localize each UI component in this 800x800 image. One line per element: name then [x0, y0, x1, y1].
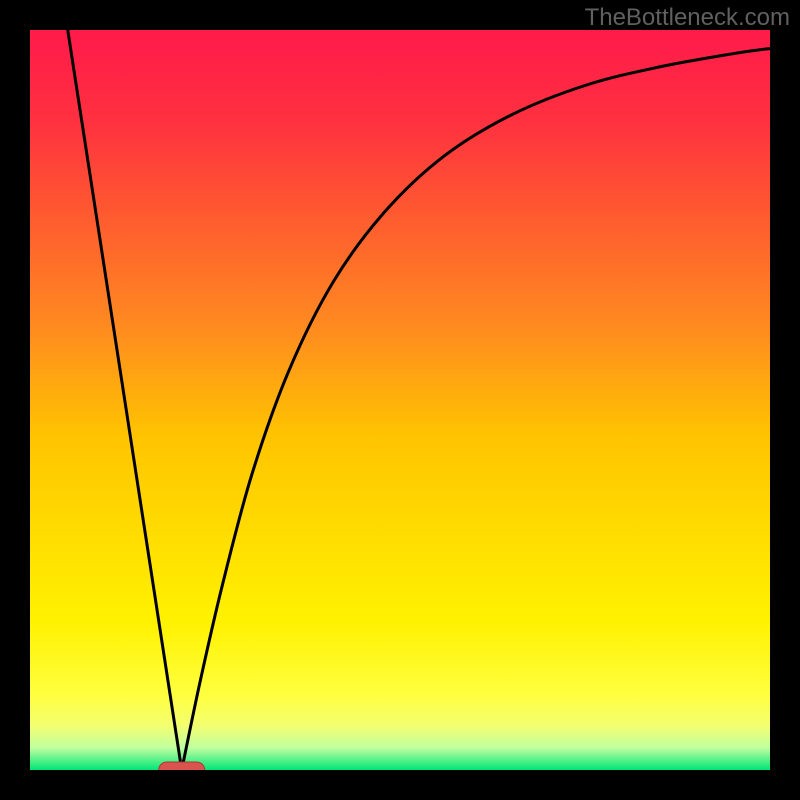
gradient-background [30, 30, 770, 770]
chart-container: TheBottleneck.com [0, 0, 800, 800]
frame-border-1 [0, 770, 800, 800]
frame-border-2 [0, 0, 30, 800]
watermark-text: TheBottleneck.com [585, 4, 790, 32]
chart-svg [0, 0, 800, 800]
frame-border-3 [770, 0, 800, 800]
